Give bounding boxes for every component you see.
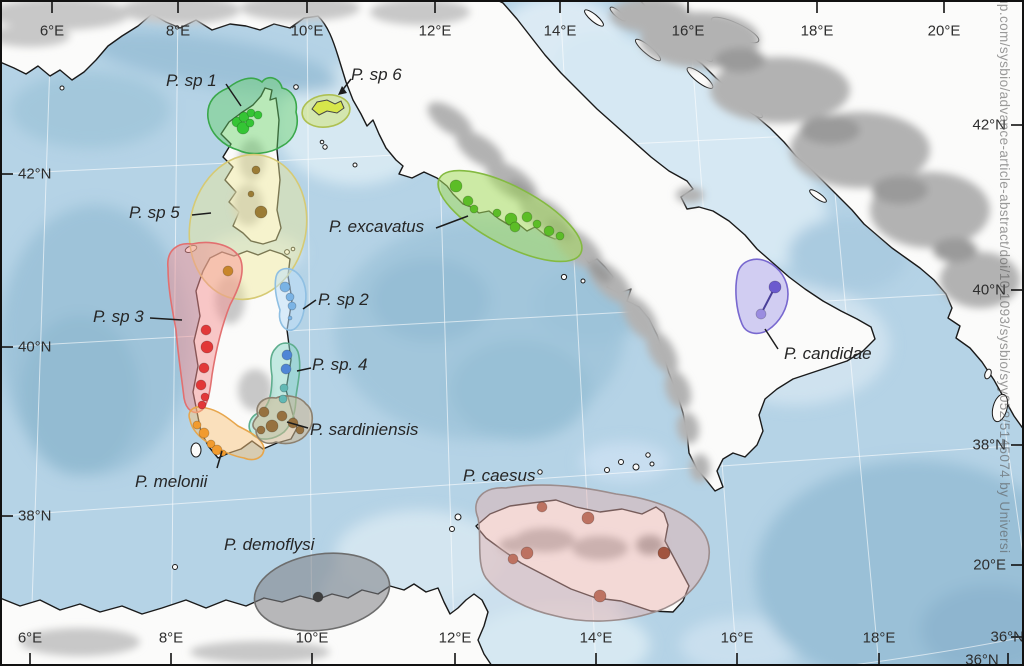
label-sp4: P. sp. 4 [312,355,368,374]
dot-candidae-1 [768,280,782,294]
tick-label-bottom-16e: 16°E [720,629,754,647]
tick-label-right-38n: 38°N [972,436,1006,454]
leader-sp3 [149,317,183,321]
tick-label-right-20e: 20°E [973,556,1006,574]
range-caesus [475,484,711,622]
label-sp6: P. sp 6 [351,65,402,84]
tick-label-top-12e: 12°E [418,22,452,40]
label-melonii: P. melonii [135,472,208,491]
leader-sp6-arrowhead [338,86,347,95]
dot-sp4-teal [279,383,289,393]
tick-label-top-6e: 6°E [39,22,65,40]
dot-candidae-2 [755,308,767,320]
range-demoflysi [253,552,391,632]
dots-sp2 [279,281,297,321]
tick-label-left-38n: 38°N [18,507,52,525]
dot-sp4-teal2 [278,394,288,404]
leader-sp1 [225,83,242,107]
tick-label-bottom-8e: 8°E [158,629,184,647]
tick-label-bottom-18e: 18°E [862,629,896,647]
label-excavatus: P. excavatus [329,217,425,236]
leader-excavatus [435,215,469,229]
label-sp5: P. sp 5 [129,203,180,222]
tick-label-right-36n: 36°N [990,628,1024,646]
dots-excavatus [449,179,565,241]
leader-melonii [216,450,223,469]
tick-label-top-14e: 14°E [543,22,577,40]
dots-sardiniensis [256,406,305,435]
tick-label-top-18e: 18°E [800,22,834,40]
tick-label-top-10e: 10°E [290,22,324,40]
tick-label-bottom-14e: 14°E [579,629,613,647]
tick-label-bottom-6e: 6°E [17,629,43,647]
island-elba-highlight [311,99,345,116]
label-candidae: P. candidae [784,344,872,363]
tick-label-left-42n: 42°N [18,165,52,183]
dots-caesus [507,501,607,603]
leader-lines [149,78,779,469]
tick-label-top-8e: 8°E [165,22,191,40]
tick-label-bottom-36n: 36°N [965,651,999,666]
tick-label-bottom-10e: 10°E [295,629,329,647]
dot-caesus-east [657,546,671,560]
leader-sardiniensis [286,421,309,429]
label-sp2: P. sp 2 [318,290,369,309]
label-sardiniensis: P. sardiniensis [310,420,419,439]
leader-sp2 [302,299,317,310]
tick-label-top-20e: 20°E [927,22,961,40]
range-candidae [735,258,789,335]
dot-demoflysi [312,591,324,603]
dots-sp4 [280,349,293,375]
dots-sp5 [247,165,268,219]
label-caesus: P. caesus [463,466,536,485]
label-sp1: P. sp 1 [166,71,217,90]
tick-label-top-16e: 16°E [671,22,705,40]
tick-label-right-40n: 40°N [972,281,1006,299]
tick-label-right-42n: 42°N [972,116,1006,134]
label-demoflysi: P. demoflysi [224,535,315,554]
tick-label-bottom-12e: 12°E [438,629,472,647]
sample-dots [192,108,782,603]
label-sp3: P. sp 3 [93,307,144,326]
leader-candidae [764,328,779,350]
journal-watermark: up.com/sysbio/advance-article-abstract/d… [997,0,1012,554]
dots-sp1 [231,108,263,135]
leader-sp4 [296,367,312,372]
dot-sp3-north [222,265,234,277]
leader-sp5 [191,212,212,216]
dots-sp3 [195,324,214,410]
tick-label-left-40n: 40°N [18,338,52,356]
